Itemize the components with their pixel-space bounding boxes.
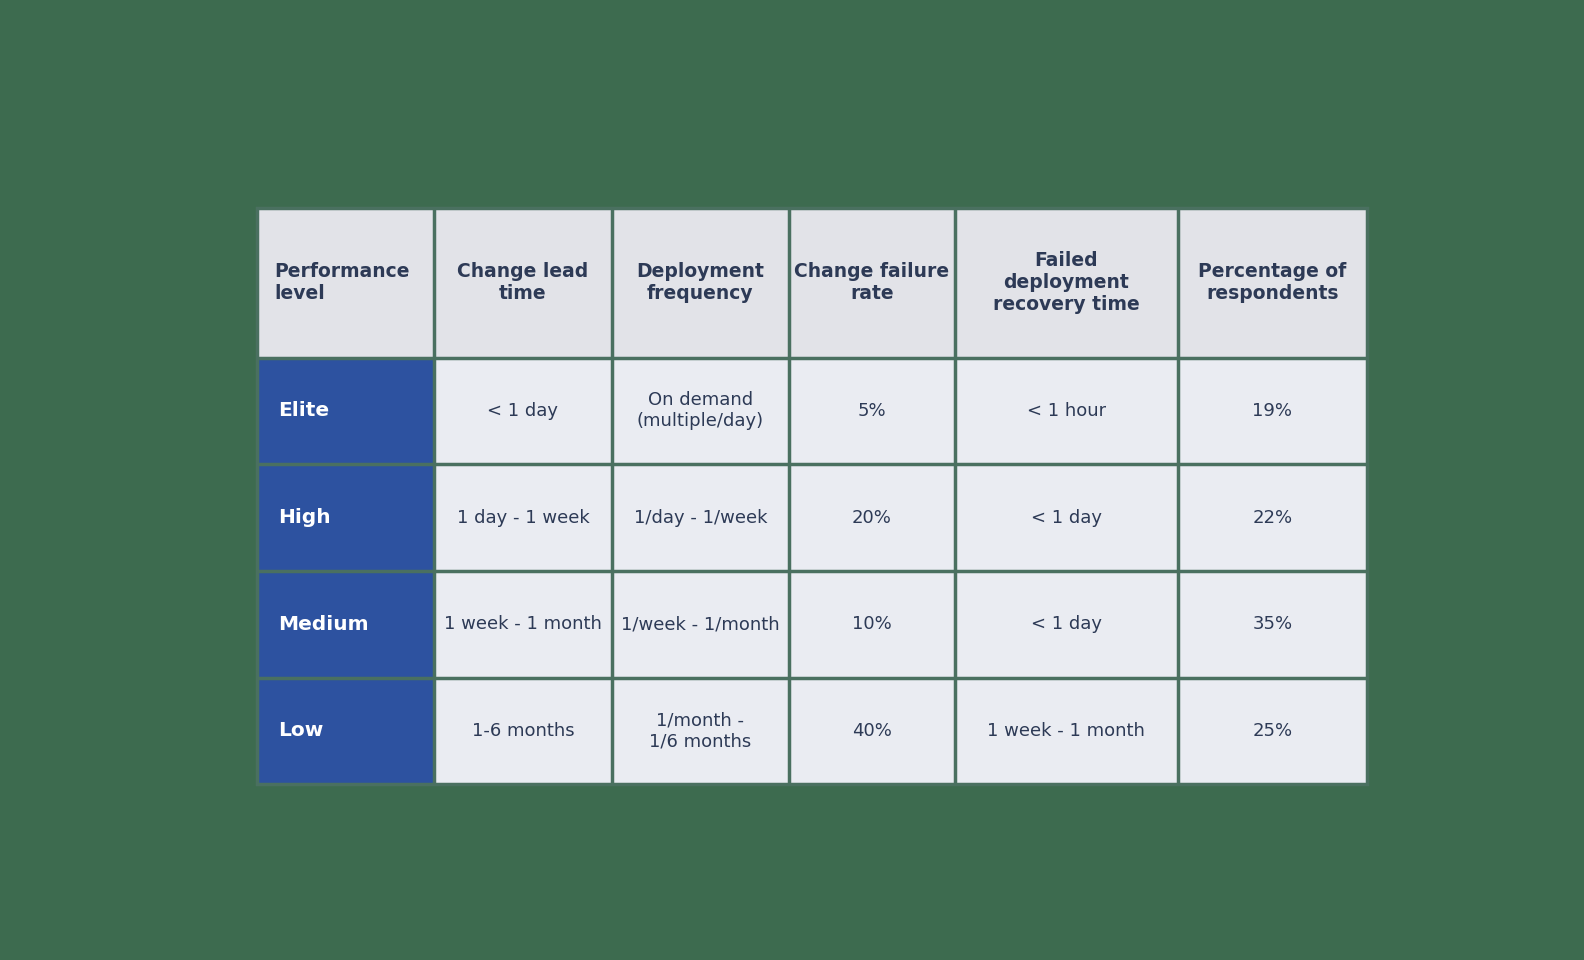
Text: Deployment
frequency: Deployment frequency	[637, 262, 763, 303]
Bar	[257, 571, 434, 678]
Text: Failed
deployment
recovery time: Failed deployment recovery time	[993, 252, 1140, 314]
Bar	[955, 357, 1178, 465]
Text: < 1 day: < 1 day	[1031, 615, 1102, 634]
Bar	[789, 207, 955, 357]
Text: 1-6 months: 1-6 months	[472, 722, 575, 740]
Text: 1/day - 1/week: 1/day - 1/week	[634, 509, 767, 526]
Text: Change failure
rate: Change failure rate	[794, 262, 949, 303]
Bar	[789, 357, 955, 465]
Bar	[1178, 571, 1367, 678]
Text: Percentage of
respondents: Percentage of respondents	[1198, 262, 1346, 303]
Text: Change lead
time: Change lead time	[458, 262, 589, 303]
Bar	[955, 678, 1178, 784]
Bar	[434, 207, 611, 357]
Text: Performance
level: Performance level	[274, 262, 410, 303]
Bar	[257, 357, 434, 465]
Text: 35%: 35%	[1253, 615, 1293, 634]
Bar	[257, 207, 434, 357]
Bar	[1178, 678, 1367, 784]
Bar	[434, 357, 611, 465]
Bar	[434, 571, 611, 678]
Bar	[611, 678, 789, 784]
Text: < 1 hour: < 1 hour	[1026, 402, 1106, 420]
Text: 20%: 20%	[852, 509, 892, 526]
Bar	[789, 678, 955, 784]
Text: 5%: 5%	[857, 402, 885, 420]
Bar	[257, 678, 434, 784]
Bar	[789, 571, 955, 678]
Text: 1/month -
1/6 months: 1/month - 1/6 months	[649, 711, 751, 751]
Text: 1 week - 1 month: 1 week - 1 month	[444, 615, 602, 634]
Bar	[257, 207, 1367, 784]
Text: 22%: 22%	[1253, 509, 1293, 526]
Text: 10%: 10%	[852, 615, 892, 634]
Bar	[257, 465, 434, 571]
Text: 1 week - 1 month: 1 week - 1 month	[987, 722, 1145, 740]
Text: High: High	[279, 508, 331, 527]
Bar	[955, 465, 1178, 571]
Text: < 1 day: < 1 day	[1031, 509, 1102, 526]
Text: On demand
(multiple/day): On demand (multiple/day)	[637, 392, 763, 430]
Bar	[1178, 207, 1367, 357]
Bar	[611, 207, 789, 357]
Text: 19%: 19%	[1253, 402, 1293, 420]
Text: Elite: Elite	[279, 401, 329, 420]
Text: Medium: Medium	[279, 614, 369, 634]
Bar	[611, 357, 789, 465]
Text: 25%: 25%	[1253, 722, 1293, 740]
Bar	[1178, 465, 1367, 571]
Bar	[955, 207, 1178, 357]
Bar	[955, 571, 1178, 678]
Text: Low: Low	[279, 721, 323, 740]
Bar	[611, 465, 789, 571]
Text: < 1 day: < 1 day	[488, 402, 559, 420]
Bar	[1178, 357, 1367, 465]
Bar	[434, 678, 611, 784]
Bar	[611, 571, 789, 678]
Text: 1 day - 1 week: 1 day - 1 week	[456, 509, 589, 526]
Bar	[789, 465, 955, 571]
Bar	[434, 465, 611, 571]
Text: 40%: 40%	[852, 722, 892, 740]
Text: 1/week - 1/month: 1/week - 1/month	[621, 615, 779, 634]
